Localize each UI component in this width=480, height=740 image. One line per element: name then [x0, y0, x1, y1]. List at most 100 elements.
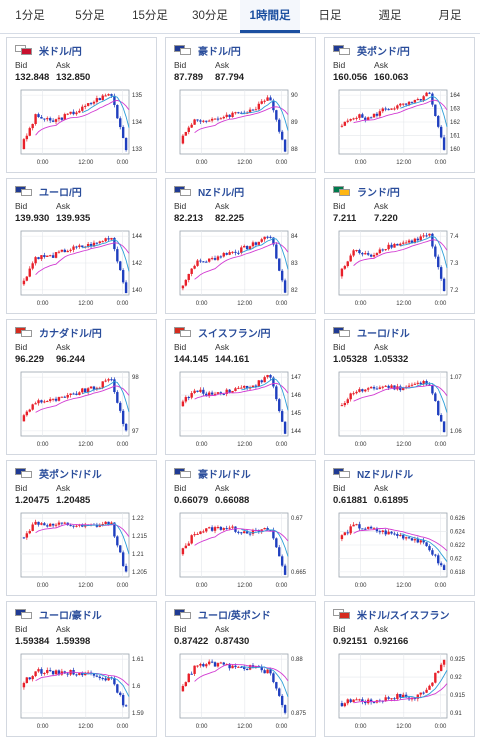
- tab-5[interactable]: 日足: [318, 10, 342, 22]
- currency-card[interactable]: 米ドル/円 Bid Ask 132.848 132.850 0:00 12:00 0:00 13…: [6, 37, 157, 173]
- candle: [422, 235, 425, 237]
- pair-name[interactable]: 英ポンド/円: [357, 46, 410, 58]
- currency-card[interactable]: 米ドル/スイスフラン Bid Ask 0.92151 0.92166 0:00 12:00 0…: [324, 601, 475, 737]
- currency-card[interactable]: 豪ドル/ドル Bid Ask 0.66079 0.66088 0:00 12:00 0:00 0…: [165, 460, 316, 596]
- currency-card[interactable]: ユーロ/英ポンド Bid Ask 0.87422 0.87430 0:00 12:00 0:0…: [165, 601, 316, 737]
- x-tick-label: 0:00: [276, 724, 288, 730]
- ask-value: 82.225: [215, 213, 245, 224]
- card-header: ユーロ/ドル: [333, 326, 410, 340]
- currency-card[interactable]: NZドル/ドル Bid Ask 0.61881 0.61895 0:00 12:00 0:00…: [324, 460, 475, 596]
- currency-card[interactable]: カナダドル/円 Bid Ask 96.229 96.244 0:00 12:00 0:00 98…: [6, 319, 157, 455]
- candlestick-chart[interactable]: 0:00 12:00 0:00 98 97: [13, 370, 151, 448]
- currency-card[interactable]: ランド/円 Bid Ask 7.211 7.220 0:00 12:00 0:00 7.4 7.3…: [324, 178, 475, 314]
- candle: [124, 423, 128, 431]
- pair-name[interactable]: ユーロ/ドル: [357, 328, 410, 340]
- candle: [419, 382, 422, 385]
- candle: [378, 249, 382, 254]
- pair-name[interactable]: ユーロ/円: [39, 187, 82, 199]
- currency-card[interactable]: ユーロ/ドル Bid Ask 1.05328 1.05332 0:00 12:00 0:00 1…: [324, 319, 475, 455]
- currency-card[interactable]: ユーロ/円 Bid Ask 139.930 139.935 0:00 12:00 0:00 14…: [6, 178, 157, 314]
- x-tick-label: 0:00: [435, 442, 447, 448]
- candle: [31, 263, 34, 269]
- y-tick-label: 0.624: [450, 530, 466, 536]
- candle: [396, 534, 399, 536]
- flag-icon: [174, 327, 193, 337]
- candle: [86, 244, 90, 247]
- tab-2[interactable]: 15分足: [132, 10, 168, 22]
- candle: [416, 99, 420, 101]
- currency-card[interactable]: ユーロ/豪ドル Bid Ask 1.59384 1.59398 0:00 12:00 0:00…: [6, 601, 157, 737]
- currency-card[interactable]: 豪ドル/円 Bid Ask 87.789 87.794 0:00 12:00 0:00 90 89…: [165, 37, 316, 173]
- candle: [210, 258, 214, 260]
- candlestick-chart[interactable]: 0:00 12:00 0:00 7.4 7.3 7.2: [331, 229, 469, 307]
- tab-1[interactable]: 5分足: [75, 10, 105, 22]
- candlestick-chart[interactable]: 0:00 12:00 0:00 1.22 1.215 1.21 1.205: [13, 511, 151, 589]
- candle: [431, 385, 434, 394]
- pair-name[interactable]: 豪ドル/ドル: [198, 469, 251, 481]
- candle: [121, 694, 125, 706]
- candle: [72, 525, 75, 527]
- candle: [219, 526, 223, 530]
- candle: [219, 662, 223, 664]
- candle: [416, 238, 420, 241]
- ma-short-line: [82, 239, 130, 272]
- candle: [407, 385, 411, 387]
- currency-card[interactable]: 英ポンド/ドル Bid Ask 1.20475 1.20485 0:00 12:00 0:00…: [6, 460, 157, 596]
- card-header: カナダドル/円: [15, 326, 102, 340]
- candle: [364, 253, 367, 255]
- candlestick-chart[interactable]: 0:00 12:00 0:00 144 142 140: [13, 229, 151, 307]
- candle: [181, 285, 185, 289]
- candle: [434, 672, 437, 683]
- ask-value: 160.063: [374, 72, 409, 83]
- candle: [369, 387, 373, 389]
- currency-card[interactable]: スイスフラン/円 Bid Ask 144.145 144.161 0:00 12:00 0:0…: [165, 319, 316, 455]
- candle: [46, 670, 49, 673]
- candle: [257, 380, 261, 387]
- candlestick-chart[interactable]: 0:00 12:00 0:00 90 89 88: [172, 88, 310, 166]
- candle: [434, 554, 437, 556]
- tab-4[interactable]: 1時間足: [240, 0, 300, 33]
- tab-3[interactable]: 30分足: [192, 10, 228, 22]
- candlestick-chart[interactable]: 0:00 12:00 0:00 135 134 133: [13, 88, 151, 166]
- tab-7[interactable]: 月足: [438, 10, 462, 22]
- pair-name[interactable]: ユーロ/英ポンド: [198, 610, 271, 622]
- card-header: 豪ドル/ドル: [174, 467, 251, 481]
- candle: [402, 242, 405, 244]
- pair-name[interactable]: スイスフラン/円: [198, 328, 271, 340]
- candlestick-chart[interactable]: 0:00 12:00 0:00 84 83 82: [172, 229, 310, 307]
- candlestick-chart[interactable]: 0:00 12:00 0:00 1.07 1.06: [331, 370, 469, 448]
- tab-0[interactable]: 1分足: [15, 10, 45, 22]
- candle: [393, 385, 396, 390]
- pair-name[interactable]: 豪ドル/円: [198, 46, 241, 58]
- pair-name[interactable]: ランド/円: [357, 187, 400, 199]
- pair-name[interactable]: 英ポンド/ドル: [39, 469, 102, 481]
- candlestick-chart[interactable]: 0:00 12:00 0:00 0.925 0.92 0.915 0.91: [331, 652, 469, 730]
- candlestick-chart[interactable]: 0:00 12:00 0:00 164 163 162 161 160: [331, 88, 469, 166]
- currency-card[interactable]: NZドル/円 Bid Ask 82.213 82.225 0:00 12:00 0:00 84 8…: [165, 178, 316, 314]
- candlestick-chart[interactable]: 0:00 12:00 0:00 1.61 1.6 1.59: [13, 652, 151, 730]
- currency-card[interactable]: 英ポンド/円 Bid Ask 160.056 160.063 0:00 12:00 0:00 1…: [324, 37, 475, 173]
- pair-name[interactable]: NZドル/円: [198, 187, 245, 199]
- candle: [216, 663, 220, 667]
- ma-short-line: [400, 95, 448, 128]
- candlestick-chart[interactable]: 0:00 12:00 0:00 0.626 0.624 0.622 0.62 0.618: [331, 511, 469, 589]
- candle: [399, 535, 402, 537]
- ma-short-line: [82, 381, 130, 413]
- candlestick-chart[interactable]: 0:00 12:00 0:00 147 146 145 144: [172, 370, 310, 448]
- candle: [390, 385, 393, 388]
- tab-6[interactable]: 週足: [378, 10, 402, 22]
- candle: [346, 699, 349, 704]
- candle: [124, 282, 128, 294]
- candle: [216, 526, 220, 528]
- candle: [369, 699, 373, 703]
- pair-name[interactable]: ユーロ/豪ドル: [39, 610, 102, 622]
- candle: [78, 245, 81, 248]
- candlestick-chart[interactable]: 0:00 12:00 0:00 0.67 0.665: [172, 511, 310, 589]
- pair-name[interactable]: 米ドル/円: [39, 46, 82, 58]
- candle: [228, 252, 231, 255]
- candlestick-chart[interactable]: 0:00 12:00 0:00 0.88 0.875: [172, 652, 310, 730]
- candle: [196, 119, 199, 121]
- pair-name[interactable]: 米ドル/スイスフラン: [357, 610, 450, 622]
- pair-name[interactable]: カナダドル/円: [39, 328, 102, 340]
- pair-name[interactable]: NZドル/ドル: [357, 469, 414, 481]
